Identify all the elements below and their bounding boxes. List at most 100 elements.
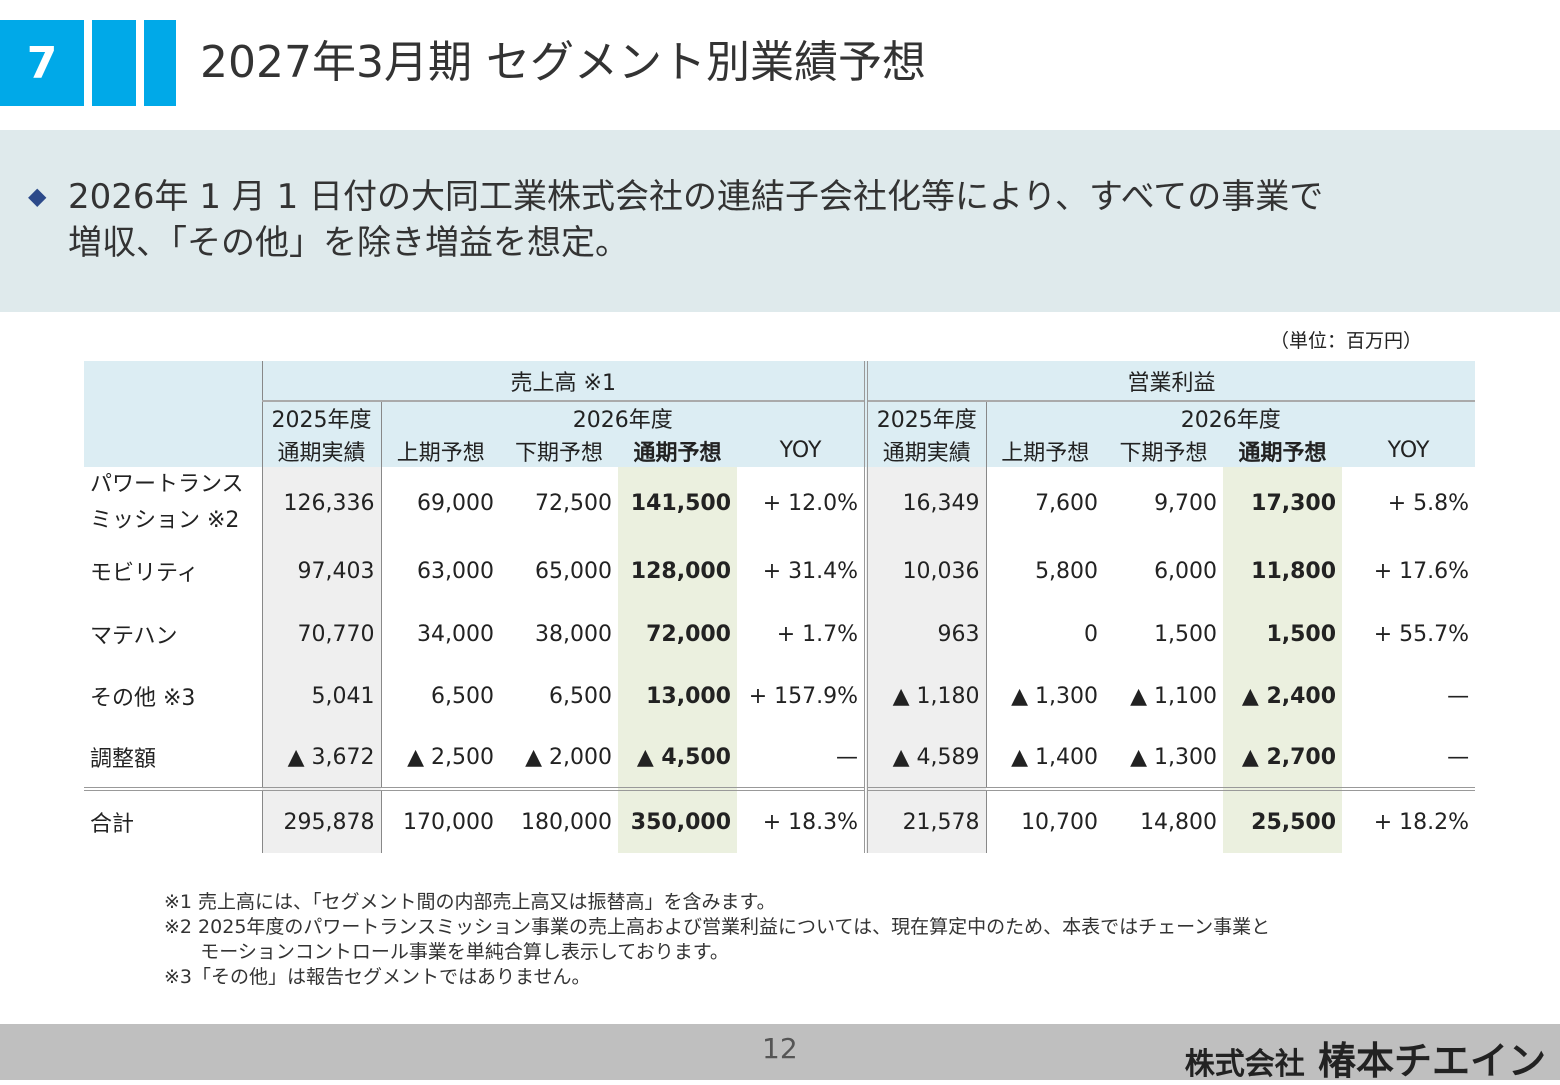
sales-h1: 34,000 (417, 621, 494, 647)
sales-h1: ▲ 2,500 (407, 744, 494, 770)
header-row-columns: 通期実績 上期予想 下期予想 通期予想 YOY 通期実績 上期予想 下期予想 通… (84, 434, 1476, 467)
op-full: 17,300 (1223, 467, 1343, 539)
segment-name: マテハン (84, 603, 263, 665)
summary-line-2: 増収、「その他」を除き増益を想定。 (68, 223, 629, 263)
segment-name-line-2: ミッション ※2 (90, 508, 240, 533)
col-h2-op: 下期予想 (1104, 434, 1224, 467)
op-actual: 963 (866, 603, 987, 665)
col-yoy-op: YOY (1342, 434, 1476, 467)
footnote-1: ※1 売上高には、「セグメント間の内部売上高又は振替高」を含みます。 (164, 891, 776, 913)
op-full: 1,500 (1223, 603, 1343, 665)
op-h1: ▲ 1,400 (1011, 744, 1099, 770)
sales-h1: 63,000 (417, 558, 494, 584)
sales-actual: 126,336 (262, 467, 382, 539)
segment-name: 合計 (84, 787, 263, 853)
sales-full: 72,000 (618, 603, 737, 665)
table-row-mobility: モビリティ 97,403 63,000 65,000 128,000 + 31.… (84, 539, 1475, 603)
summary-band (0, 130, 1560, 312)
sales-h2: 72,500 (535, 490, 612, 516)
op-full: 25,500 (1223, 787, 1343, 853)
header-segment-blank (84, 361, 263, 467)
sales-actual: 97,403 (262, 539, 382, 603)
op-full: 11,800 (1223, 539, 1343, 603)
op-h2: ▲ 1,100 (1130, 683, 1218, 709)
op-h1: 10,700 (986, 787, 1105, 853)
segment-name: モビリティ (84, 539, 263, 603)
sales-yoy: + 157.9% (737, 665, 869, 727)
table-row-power-transmission: パワートランス ミッション ※2 126,336 69,000 72,500 1… (84, 467, 1475, 539)
op-yoy: + 18.2% (1342, 787, 1476, 853)
footnote-2a: ※2 2025年度のパワートランスミッション事業の売上高および営業利益については… (164, 916, 1271, 938)
segment-name-line-1: パワートランス (90, 472, 244, 497)
company-logo-prefix: 株式会社 (1184, 1047, 1305, 1082)
op-h2: 9,700 (1154, 490, 1218, 516)
diamond-bullet-icon: ◆ (28, 182, 47, 210)
unit-label: （単位：百万円） (1269, 330, 1422, 352)
op-full: ▲ 2,400 (1223, 665, 1343, 727)
sales-h2: 65,000 (535, 558, 612, 584)
op-h2: ▲ 1,300 (1130, 744, 1218, 770)
sales-full: ▲ 4,500 (618, 727, 737, 789)
summary-line-1: 2026年 1 月 1 日付の大同工業株式会社の連結子会社化等により、すべての事… (68, 177, 1324, 217)
op-actual: 21,578 (866, 787, 987, 853)
sales-full: 13,000 (618, 665, 737, 727)
col-yoy-sales: YOY (737, 434, 869, 467)
header-fy2026-op: 2026年度 (986, 400, 1476, 434)
op-h2: 6,000 (1154, 558, 1218, 584)
sales-actual: 5,041 (262, 665, 382, 727)
op-actual: ▲ 1,180 (866, 665, 987, 727)
segment-name: 調整額 (84, 727, 263, 789)
segment-name: パワートランス ミッション ※2 (84, 467, 263, 539)
header-row-groups: 売上高 ※1 営業利益 (84, 361, 1476, 467)
op-yoy: — (1447, 683, 1470, 709)
page-number: 12 (762, 1032, 798, 1065)
sales-yoy: + 1.7% (737, 603, 869, 665)
op-h1: 0 (1084, 621, 1099, 647)
col-actual-op: 通期実績 (866, 434, 987, 467)
table-row-material-handling: マテハン 70,770 34,000 38,000 72,000 + 1.7% … (84, 603, 1475, 665)
sales-full: 350,000 (618, 787, 737, 853)
footer-bar (0, 1024, 1560, 1080)
op-yoy: — (1447, 744, 1470, 770)
op-h1: 7,600 (1035, 490, 1099, 516)
summary-text: 2026年 1 月 1 日付の大同工業株式会社の連結子会社化等により、すべての事… (68, 174, 1508, 266)
slide-title: 2027年3月期 セグメント別業績予想 (200, 37, 926, 88)
op-actual: 16,349 (866, 467, 987, 539)
sales-actual: ▲ 3,672 (262, 727, 382, 789)
table-row-others: その他 ※3 5,041 6,500 6,500 13,000 + 157.9%… (84, 665, 1475, 727)
sales-actual: 295,878 (262, 787, 382, 853)
sales-full: 128,000 (618, 539, 737, 603)
segment-forecast-table: 売上高 ※1 営業利益 2025年度 2026年度 2025年度 2026年度 … (84, 361, 1476, 853)
op-full: ▲ 2,700 (1223, 727, 1343, 789)
table-row-total: 合計 295,878 170,000 180,000 350,000 + 18.… (84, 787, 1476, 853)
sales-actual: 70,770 (262, 603, 382, 665)
col-h1-sales: 上期予想 (381, 434, 500, 467)
sales-h2: 38,000 (535, 621, 612, 647)
header-accent-bar (144, 20, 176, 106)
sales-h1: 6,500 (431, 683, 494, 709)
header-fy2025-sales: 2025年度 (262, 400, 382, 434)
footnote-2b: モーションコントロール事業を単純合算し表示しております。 (164, 941, 729, 963)
op-h2: 1,500 (1154, 621, 1218, 647)
header-sales: 売上高 ※1 (262, 361, 869, 401)
section-number-badge: 7 (0, 20, 84, 106)
op-actual: 10,036 (866, 539, 987, 603)
op-h1: ▲ 1,300 (1011, 683, 1099, 709)
footnotes: ※1 売上高には、「セグメント間の内部売上高又は振替高」を含みます。 ※2 20… (164, 890, 1270, 990)
sales-h1: 69,000 (417, 490, 494, 516)
col-actual-sales: 通期実績 (262, 434, 382, 467)
col-full-sales: 通期予想 (618, 434, 737, 467)
sales-h2: 6,500 (549, 683, 612, 709)
col-h2-sales: 下期予想 (500, 434, 618, 467)
segment-name: その他 ※3 (84, 665, 263, 727)
op-h2: 14,800 (1104, 787, 1224, 853)
op-h1: 5,800 (1035, 558, 1099, 584)
sales-full: 141,500 (618, 467, 737, 539)
sales-h2: 180,000 (500, 787, 618, 853)
header-accent-bar (92, 20, 136, 106)
sales-yoy: + 31.4% (737, 539, 869, 603)
sales-h1: 170,000 (381, 787, 500, 853)
header-fy2026-sales: 2026年度 (381, 400, 869, 434)
table-row-adjustments: 調整額 ▲ 3,672 ▲ 2,500 ▲ 2,000 ▲ 4,500 — ▲ … (84, 727, 1475, 789)
op-yoy: + 5.8% (1387, 490, 1470, 516)
